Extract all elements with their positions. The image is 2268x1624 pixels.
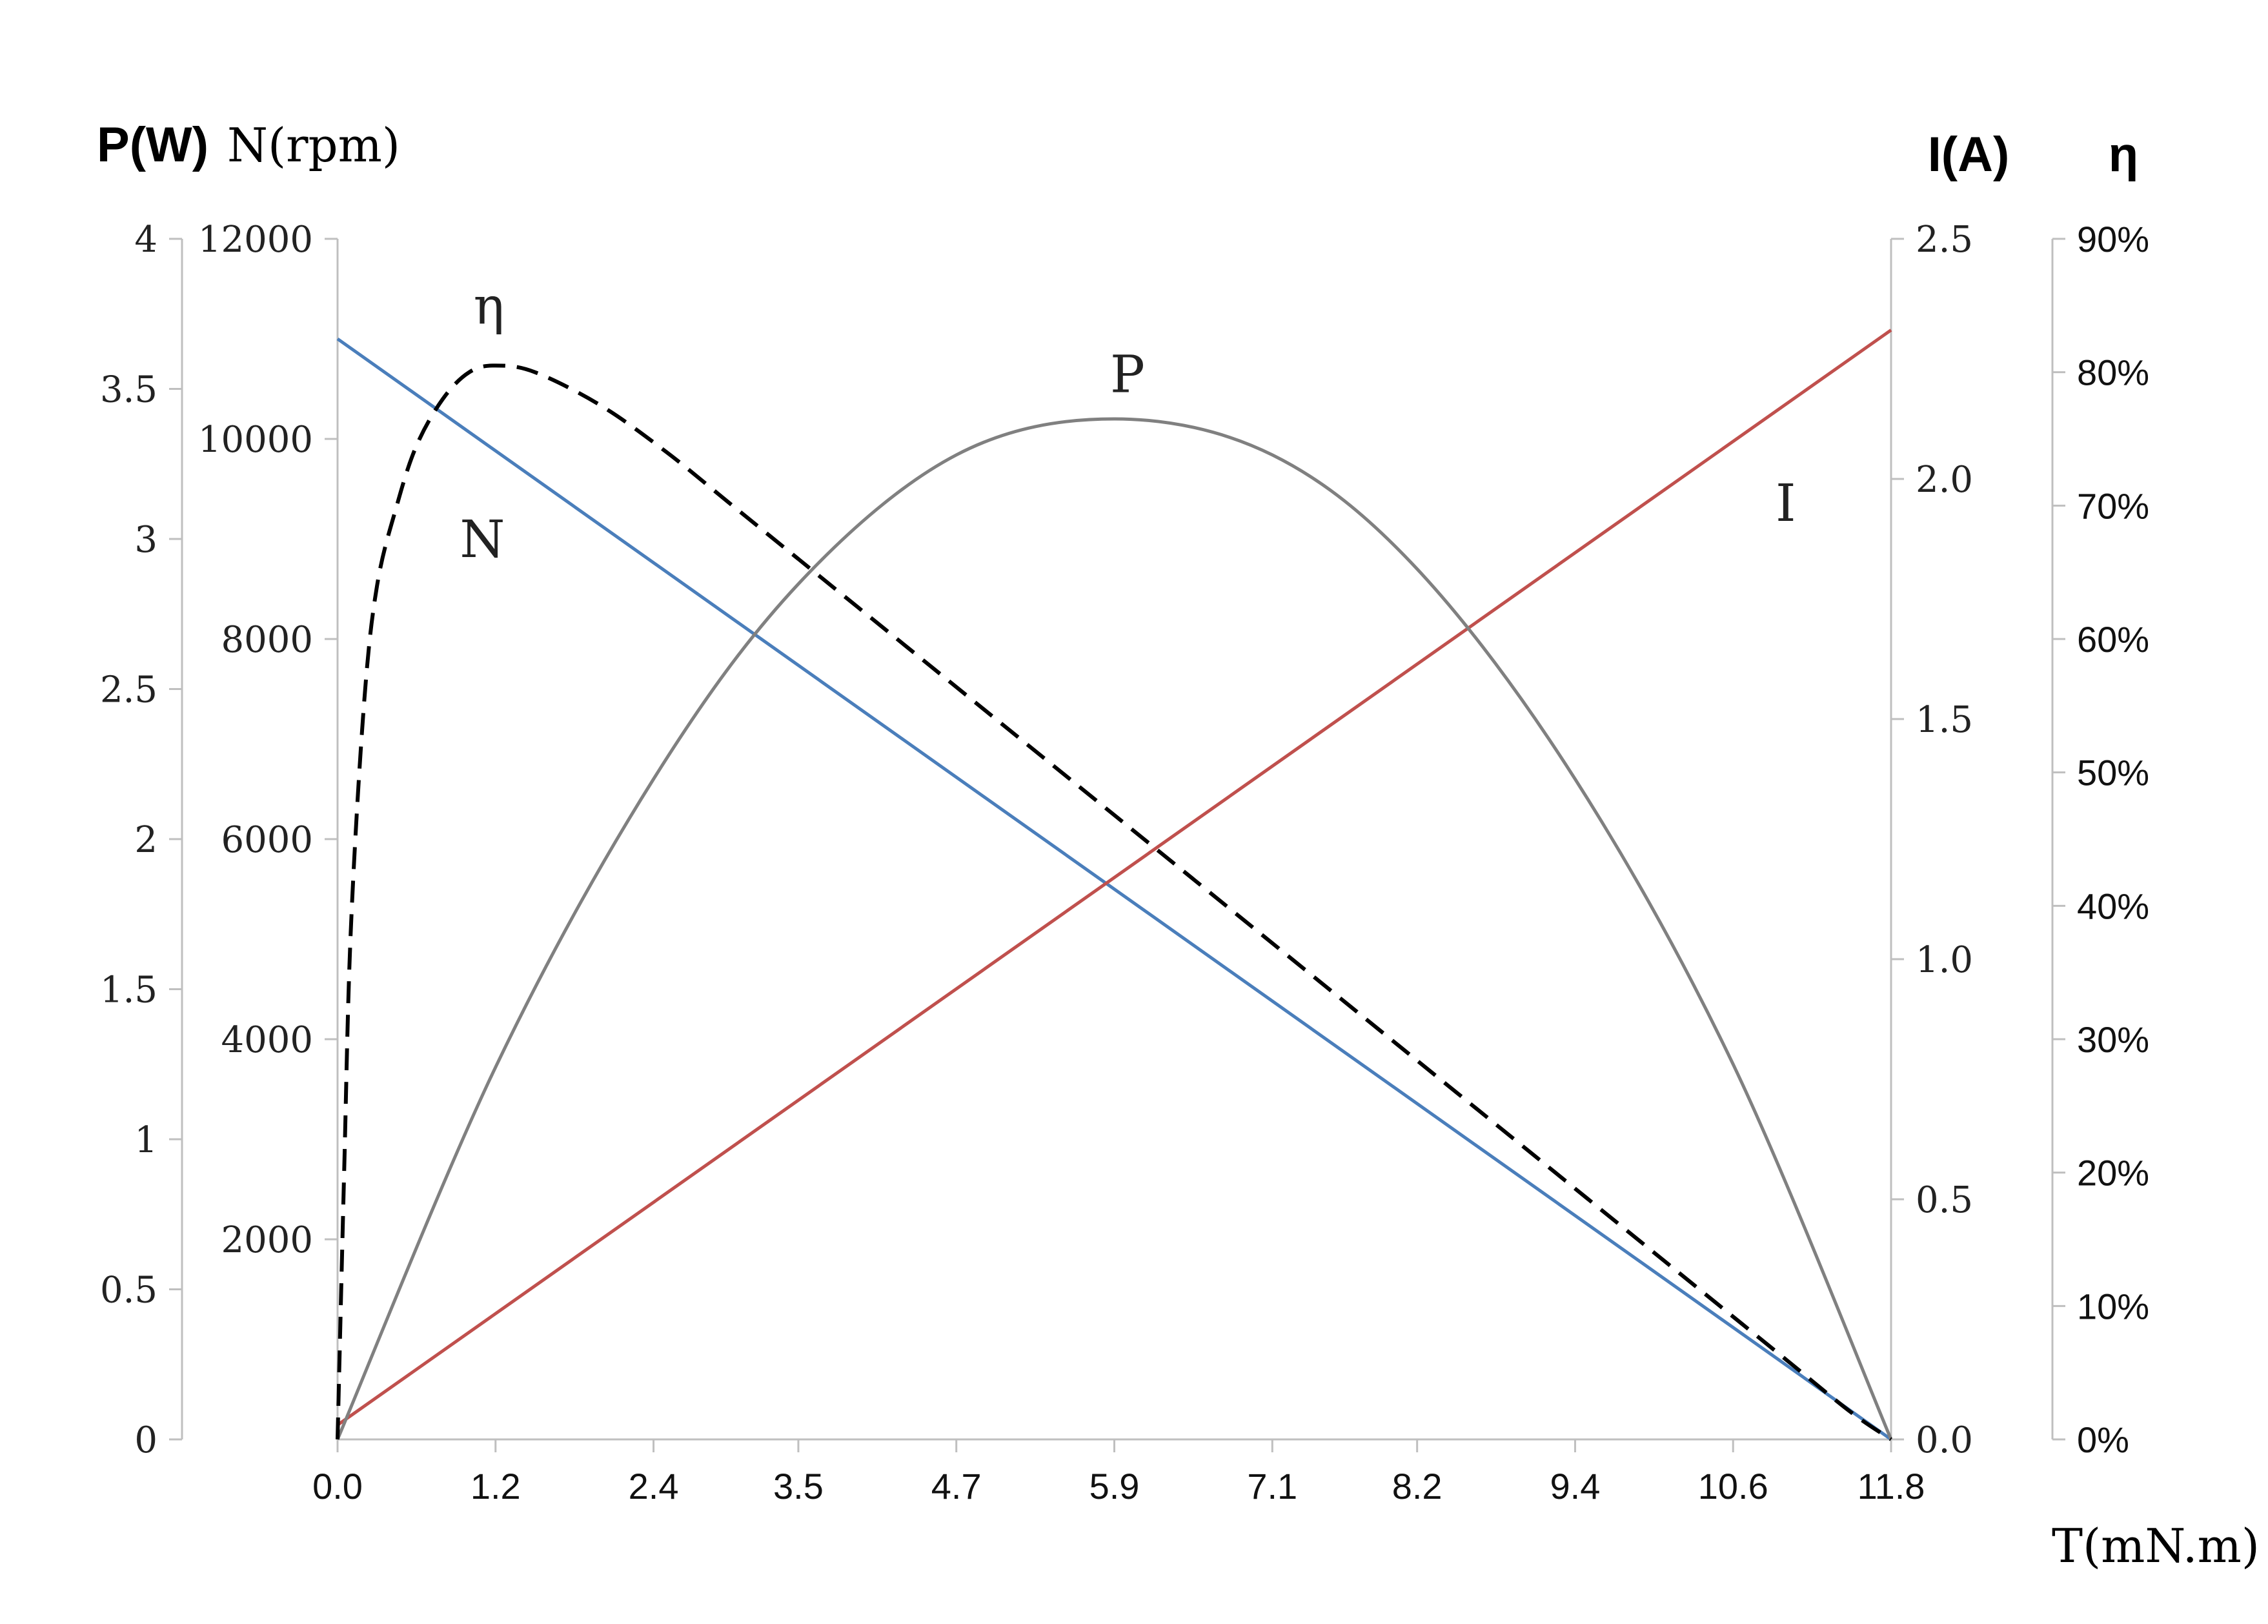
x-tick-label: 4.7 — [931, 1466, 982, 1507]
p-tick-label: 2 — [134, 819, 157, 861]
i-axis-title: I(A) — [1928, 127, 2010, 182]
p-tick-label: 3.5 — [100, 369, 157, 411]
p-tick-label: 3 — [134, 519, 157, 561]
x-tick-label: 0.0 — [312, 1466, 363, 1507]
p-tick-label: 1 — [134, 1119, 157, 1161]
series-line-i — [336, 329, 1892, 1426]
i-tick-label: 2.5 — [1916, 219, 1973, 261]
p-tick-label: 1.5 — [100, 969, 157, 1011]
x-tick-label: 10.6 — [1698, 1466, 1768, 1507]
series-line-n — [336, 337, 1892, 1441]
n-tick-label: 8000 — [221, 619, 313, 661]
eta-tick-label: 80% — [2077, 352, 2149, 393]
p-tick-label: 0 — [134, 1419, 157, 1461]
curve-label-eta: η — [474, 276, 505, 336]
i-tick-label: 1.0 — [1916, 939, 1973, 981]
curve-label-i: I — [1776, 473, 1796, 533]
i-tick-label: 2.0 — [1916, 459, 1973, 501]
eta-tick-label: 60% — [2077, 619, 2149, 660]
series-line-eta — [336, 363, 1892, 1441]
eta-tick-label: 30% — [2077, 1019, 2149, 1060]
p-axis-title: P(W) — [97, 117, 208, 172]
i-tick-label: 0.5 — [1916, 1179, 1973, 1221]
x-tick-label: 5.9 — [1089, 1466, 1140, 1507]
p-tick-label: 2.5 — [100, 669, 157, 711]
x-tick-label: 8.2 — [1392, 1466, 1443, 1507]
eta-tick-label: 20% — [2077, 1153, 2149, 1193]
ticks-group: 0.0 1.2 2.4 3.5 4.7 5.9 7.1 8.2 9.4 10.6 11.8 0 0.5 1… — [100, 219, 2149, 1507]
eta-tick-label: 70% — [2077, 485, 2149, 526]
x-axis-title: T(mN.m) — [2052, 1519, 2260, 1573]
curve-label-n: N — [460, 509, 505, 569]
eta-tick-label: 0% — [2077, 1419, 2129, 1460]
i-tick-label: 1.5 — [1916, 699, 1973, 741]
n-tick-label: 12000 — [198, 219, 313, 261]
curve-label-p: P — [1110, 344, 1145, 404]
eta-tick-label: 10% — [2077, 1286, 2149, 1326]
x-tick-label: 7.1 — [1247, 1466, 1297, 1507]
n-tick-label: 2000 — [221, 1219, 313, 1261]
n-tick-label: 6000 — [221, 819, 313, 861]
n-tick-label: 4000 — [221, 1019, 313, 1061]
p-tick-label: 4 — [134, 219, 157, 261]
x-tick-label: 1.2 — [471, 1466, 521, 1507]
n-tick-label: 10000 — [198, 419, 313, 461]
x-tick-label: 11.8 — [1858, 1466, 1925, 1507]
eta-tick-label: 40% — [2077, 886, 2149, 926]
x-tick-label: 2.4 — [629, 1466, 679, 1507]
series-group — [336, 329, 1893, 1441]
i-tick-label: 0.0 — [1916, 1419, 1973, 1461]
x-tick-label: 3.5 — [773, 1466, 824, 1507]
eta-axis-title: η — [2109, 127, 2138, 182]
n-axis-title: N(rpm) — [227, 118, 400, 172]
x-tick-label: 9.4 — [1550, 1466, 1601, 1507]
series-line-p — [336, 417, 1893, 1440]
eta-tick-label: 90% — [2077, 219, 2149, 259]
eta-tick-label: 50% — [2077, 753, 2149, 793]
p-tick-label: 0.5 — [100, 1270, 157, 1312]
curve-labels-group: η P N I — [460, 276, 1796, 569]
